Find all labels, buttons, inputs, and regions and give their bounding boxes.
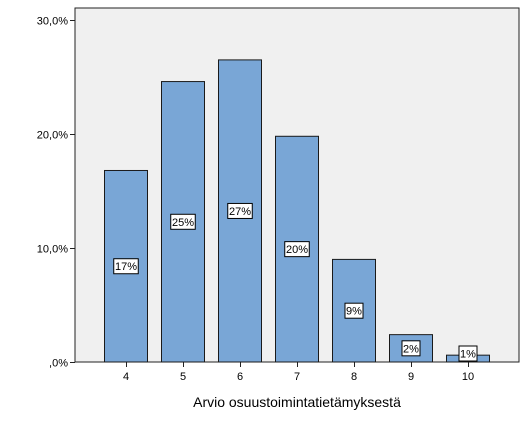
y-tick-label: 30,0% bbox=[37, 16, 68, 28]
y-tick-label: 10,0% bbox=[37, 244, 68, 256]
bars: 17% 25% 27% 20% 9% 2% 1% bbox=[104, 59, 490, 363]
data-label-box bbox=[401, 340, 421, 357]
data-label-box bbox=[227, 202, 253, 219]
x-tick-label: 7 bbox=[294, 371, 300, 383]
data-label: 1% bbox=[460, 349, 476, 361]
y-axis: ,0% 10,0% 20,0% 30,0% bbox=[37, 16, 75, 370]
data-label: 2% bbox=[403, 343, 419, 355]
y-tick-label: ,0% bbox=[49, 358, 68, 370]
x-tick-label: 8 bbox=[351, 371, 357, 383]
x-tick-label: 9 bbox=[408, 371, 414, 383]
x-tick-label: 6 bbox=[237, 371, 243, 383]
x-tick-label: 10 bbox=[462, 371, 474, 383]
data-label: 20% bbox=[286, 244, 308, 256]
data-label-box bbox=[458, 345, 478, 362]
data-label-box bbox=[170, 213, 196, 230]
data-label: 25% bbox=[172, 217, 194, 229]
y-tick-label: 20,0% bbox=[37, 130, 68, 142]
data-label-box bbox=[284, 241, 310, 258]
x-tick-label: 5 bbox=[180, 371, 186, 383]
data-label: 9% bbox=[346, 306, 362, 318]
data-label: 17% bbox=[115, 261, 137, 273]
x-axis-title: Arvio osuustoimintatietämyksestä bbox=[193, 394, 401, 410]
data-label: 27% bbox=[229, 206, 251, 218]
x-tick-label: 4 bbox=[123, 371, 129, 383]
data-label-box bbox=[344, 302, 364, 319]
data-label-box bbox=[113, 258, 139, 275]
x-axis: 4 5 6 7 8 9 10 bbox=[123, 362, 474, 383]
